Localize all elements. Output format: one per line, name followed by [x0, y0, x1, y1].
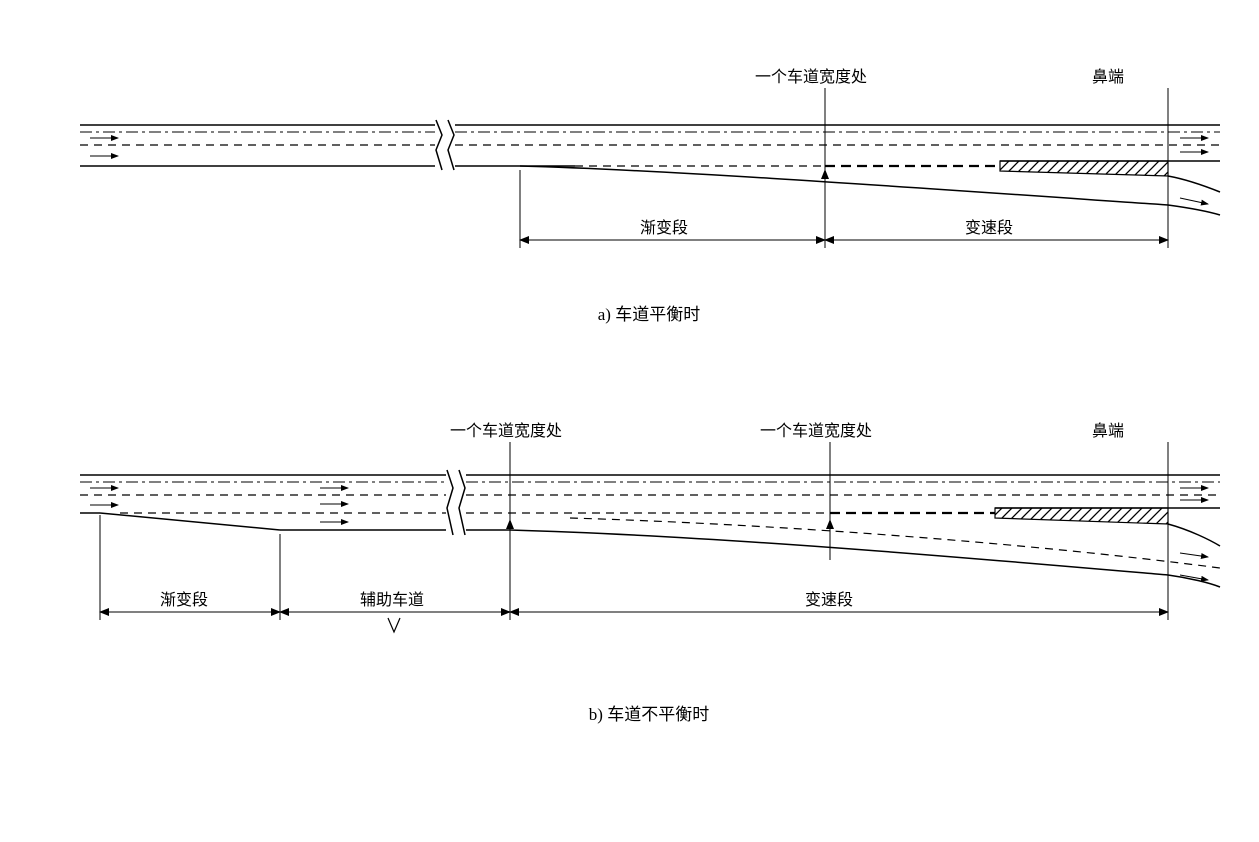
- break-symbol-b: [446, 470, 466, 535]
- label-nose-a: 鼻端: [1092, 68, 1124, 86]
- caption-b: b) 车道不平衡时: [589, 705, 709, 724]
- label-aux-b: 辅助车道: [360, 591, 424, 609]
- aux-break-sq: [388, 618, 400, 632]
- label-lane-width-b1: 一个车道宽度处: [450, 422, 562, 440]
- label-taper-b: 渐变段: [160, 591, 208, 609]
- taper-edge-b: [100, 513, 280, 530]
- gore-hatch-a: [1000, 161, 1168, 176]
- break-symbol-a: [435, 120, 455, 170]
- ramp-inner-b: [1168, 524, 1220, 546]
- ramp-mid-dash-b: [570, 518, 1220, 568]
- flow-arrows-b: [90, 488, 1208, 580]
- diagram-b: 一个车道宽度处 一个车道宽度处 鼻端: [80, 422, 1220, 724]
- figure-svg: 一个车道宽度处 鼻端: [20, 20, 1259, 822]
- label-lane-width-a: 一个车道宽度处: [755, 68, 867, 86]
- label-lane-width-b2: 一个车道宽度处: [760, 422, 872, 440]
- ramp-inner-a: [1168, 176, 1220, 192]
- ramp-bottom-b: [510, 530, 1220, 587]
- gore-hatch-b: [995, 508, 1168, 524]
- label-nose-b: 鼻端: [1092, 422, 1124, 440]
- label-speed-a: 变速段: [965, 219, 1013, 237]
- label-speed-b: 变速段: [805, 591, 853, 609]
- label-taper-a: 渐变段: [640, 219, 688, 237]
- diagram-a: 一个车道宽度处 鼻端: [80, 68, 1220, 324]
- caption-a: a) 车道平衡时: [598, 305, 700, 324]
